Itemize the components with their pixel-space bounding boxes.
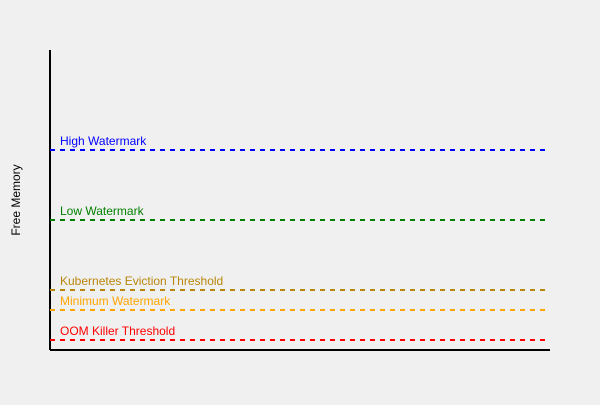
threshold-high-watermark: High Watermark bbox=[50, 134, 545, 151]
threshold-label: Minimum Watermark bbox=[60, 294, 171, 308]
threshold-label: Kubernetes Eviction Threshold bbox=[60, 274, 223, 288]
threshold-label: Low Watermark bbox=[60, 204, 145, 218]
threshold-label: OOM Killer Threshold bbox=[60, 324, 175, 338]
threshold-label: High Watermark bbox=[60, 134, 147, 148]
y-axis-label: Free Memory bbox=[9, 164, 23, 235]
threshold-oom-killer: OOM Killer Threshold bbox=[50, 324, 545, 341]
threshold-low-watermark: Low Watermark bbox=[50, 204, 545, 221]
threshold-minimum-watermark: Minimum Watermark bbox=[50, 294, 545, 311]
threshold-kubernetes-eviction: Kubernetes Eviction Threshold bbox=[50, 274, 545, 291]
